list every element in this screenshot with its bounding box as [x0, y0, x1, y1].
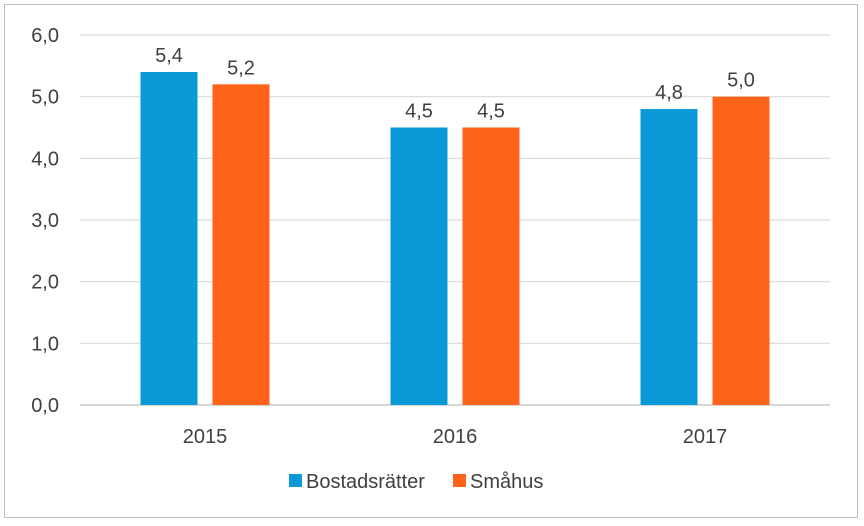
- x-tick-label: 2017: [683, 426, 728, 448]
- bar-bostadsr-tter-2016: [390, 127, 448, 405]
- y-tick-label: 2,0: [31, 272, 59, 294]
- x-tick-label: 2016: [433, 426, 478, 448]
- bar-bostadsr-tter-2017: [640, 109, 698, 405]
- x-axis: 2015 2016 2017: [183, 426, 728, 448]
- bars: [140, 72, 770, 406]
- gridlines: [80, 34, 830, 406]
- legend-label: Småhus: [470, 471, 543, 493]
- bar-sm-hus-2016: [462, 127, 520, 405]
- bar-sm-hus-2017: [712, 96, 770, 406]
- legend-swatch-sm-hus: [453, 474, 466, 487]
- data-label: 5,0: [727, 70, 755, 92]
- data-labels: 5,4 5,2 4,5 4,5 4,8 5,0: [155, 45, 755, 123]
- y-tick-label: 6,0: [31, 25, 59, 47]
- legend: Bostadsrätter Småhus: [289, 471, 543, 493]
- y-axis: 0,0 1,0 2,0 3,0 4,0 5,0 6,0: [31, 25, 59, 417]
- data-label: 4,8: [655, 82, 683, 104]
- bar-bostadsr-tter-2015: [140, 72, 198, 405]
- y-tick-label: 1,0: [31, 333, 59, 355]
- data-label: 5,2: [227, 57, 255, 79]
- y-tick-label: 4,0: [31, 148, 59, 170]
- bar-sm-hus-2015: [212, 84, 270, 405]
- x-tick-label: 2015: [183, 426, 228, 448]
- data-label: 5,4: [155, 45, 183, 67]
- data-label: 4,5: [477, 101, 505, 123]
- legend-label: Bostadsrätter: [306, 471, 425, 493]
- data-label: 4,5: [405, 101, 433, 123]
- y-tick-label: 3,0: [31, 210, 59, 232]
- legend-swatch-bostadsr-tter: [289, 474, 302, 487]
- y-tick-label: 0,0: [31, 395, 59, 417]
- y-tick-label: 5,0: [31, 87, 59, 109]
